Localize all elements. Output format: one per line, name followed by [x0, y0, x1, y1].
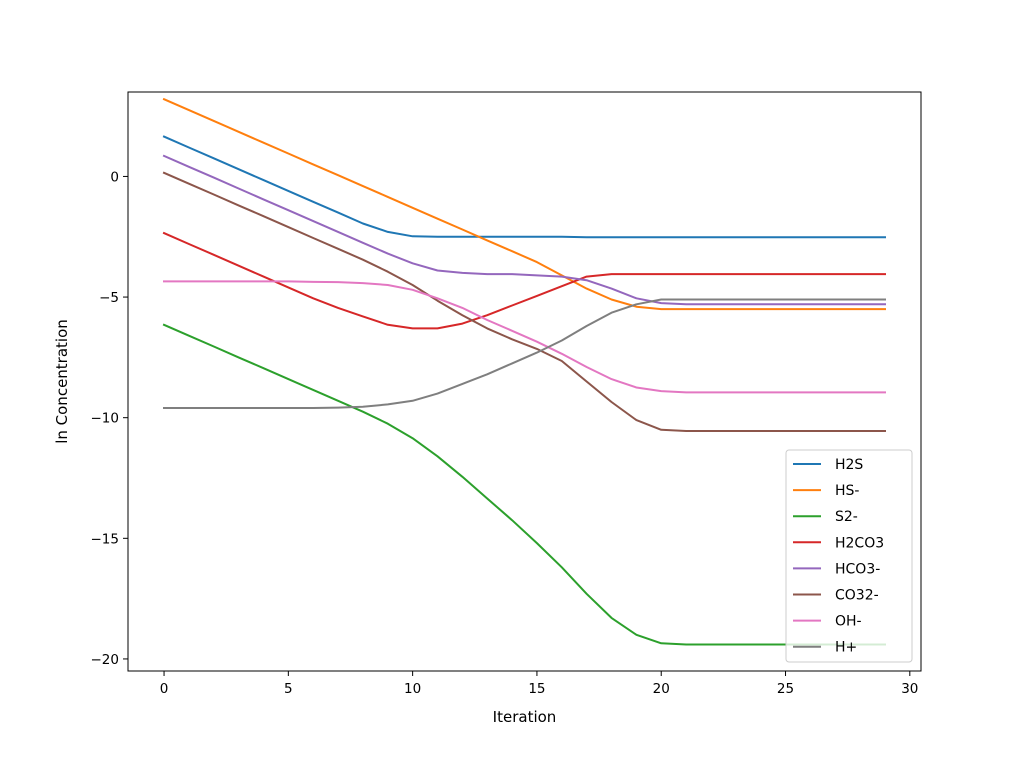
- y-tick-label: −15: [91, 531, 120, 547]
- y-tick-label: −5: [99, 290, 119, 306]
- series-line-h2s: [162, 135, 886, 239]
- axis-ticks: 0 5 10 15 20 25 30 0 −5 −10 −15 −20: [91, 169, 919, 697]
- legend-entry-label: H+: [835, 640, 857, 656]
- legend-entry-label: HCO3-: [835, 561, 880, 577]
- y-axis-label: ln Concentration: [53, 319, 71, 444]
- legend: H2S HS- S2- H2CO3 HCO3- CO32- OH- H+: [785, 449, 913, 663]
- x-tick-label: 15: [528, 681, 545, 697]
- x-tick-label: 5: [284, 681, 293, 697]
- x-tick-label: 0: [160, 681, 169, 697]
- legend-box: [785, 449, 913, 663]
- x-tick-label: 10: [404, 681, 421, 697]
- y-tick-label: −10: [91, 411, 120, 427]
- y-tick-label: 0: [110, 169, 119, 185]
- series-line-h2co3: [162, 231, 886, 330]
- series-line-hs: [162, 97, 886, 311]
- series-line-h: [163, 298, 886, 409]
- x-tick-label: 20: [653, 681, 670, 697]
- series-line-s2: [162, 323, 886, 646]
- legend-entry-label: S2-: [835, 509, 858, 525]
- y-tick-label: −20: [91, 652, 120, 668]
- legend-entry-label: OH-: [835, 614, 862, 630]
- x-tick-label: 25: [777, 681, 794, 697]
- x-axis-label: Iteration: [493, 708, 557, 726]
- legend-entry-label: H2CO3: [835, 535, 884, 551]
- plot-area-frame: [127, 91, 922, 672]
- legend-entry-label: HS-: [835, 483, 859, 499]
- series-line-co32: [162, 171, 886, 432]
- legend-entry-label: H2S: [835, 457, 863, 473]
- x-tick-label: 30: [901, 681, 918, 697]
- series-line-oh: [163, 280, 886, 394]
- legend-entry-label: CO32-: [835, 588, 879, 604]
- series-line-hco3: [162, 154, 886, 306]
- series-layer: [162, 97, 886, 646]
